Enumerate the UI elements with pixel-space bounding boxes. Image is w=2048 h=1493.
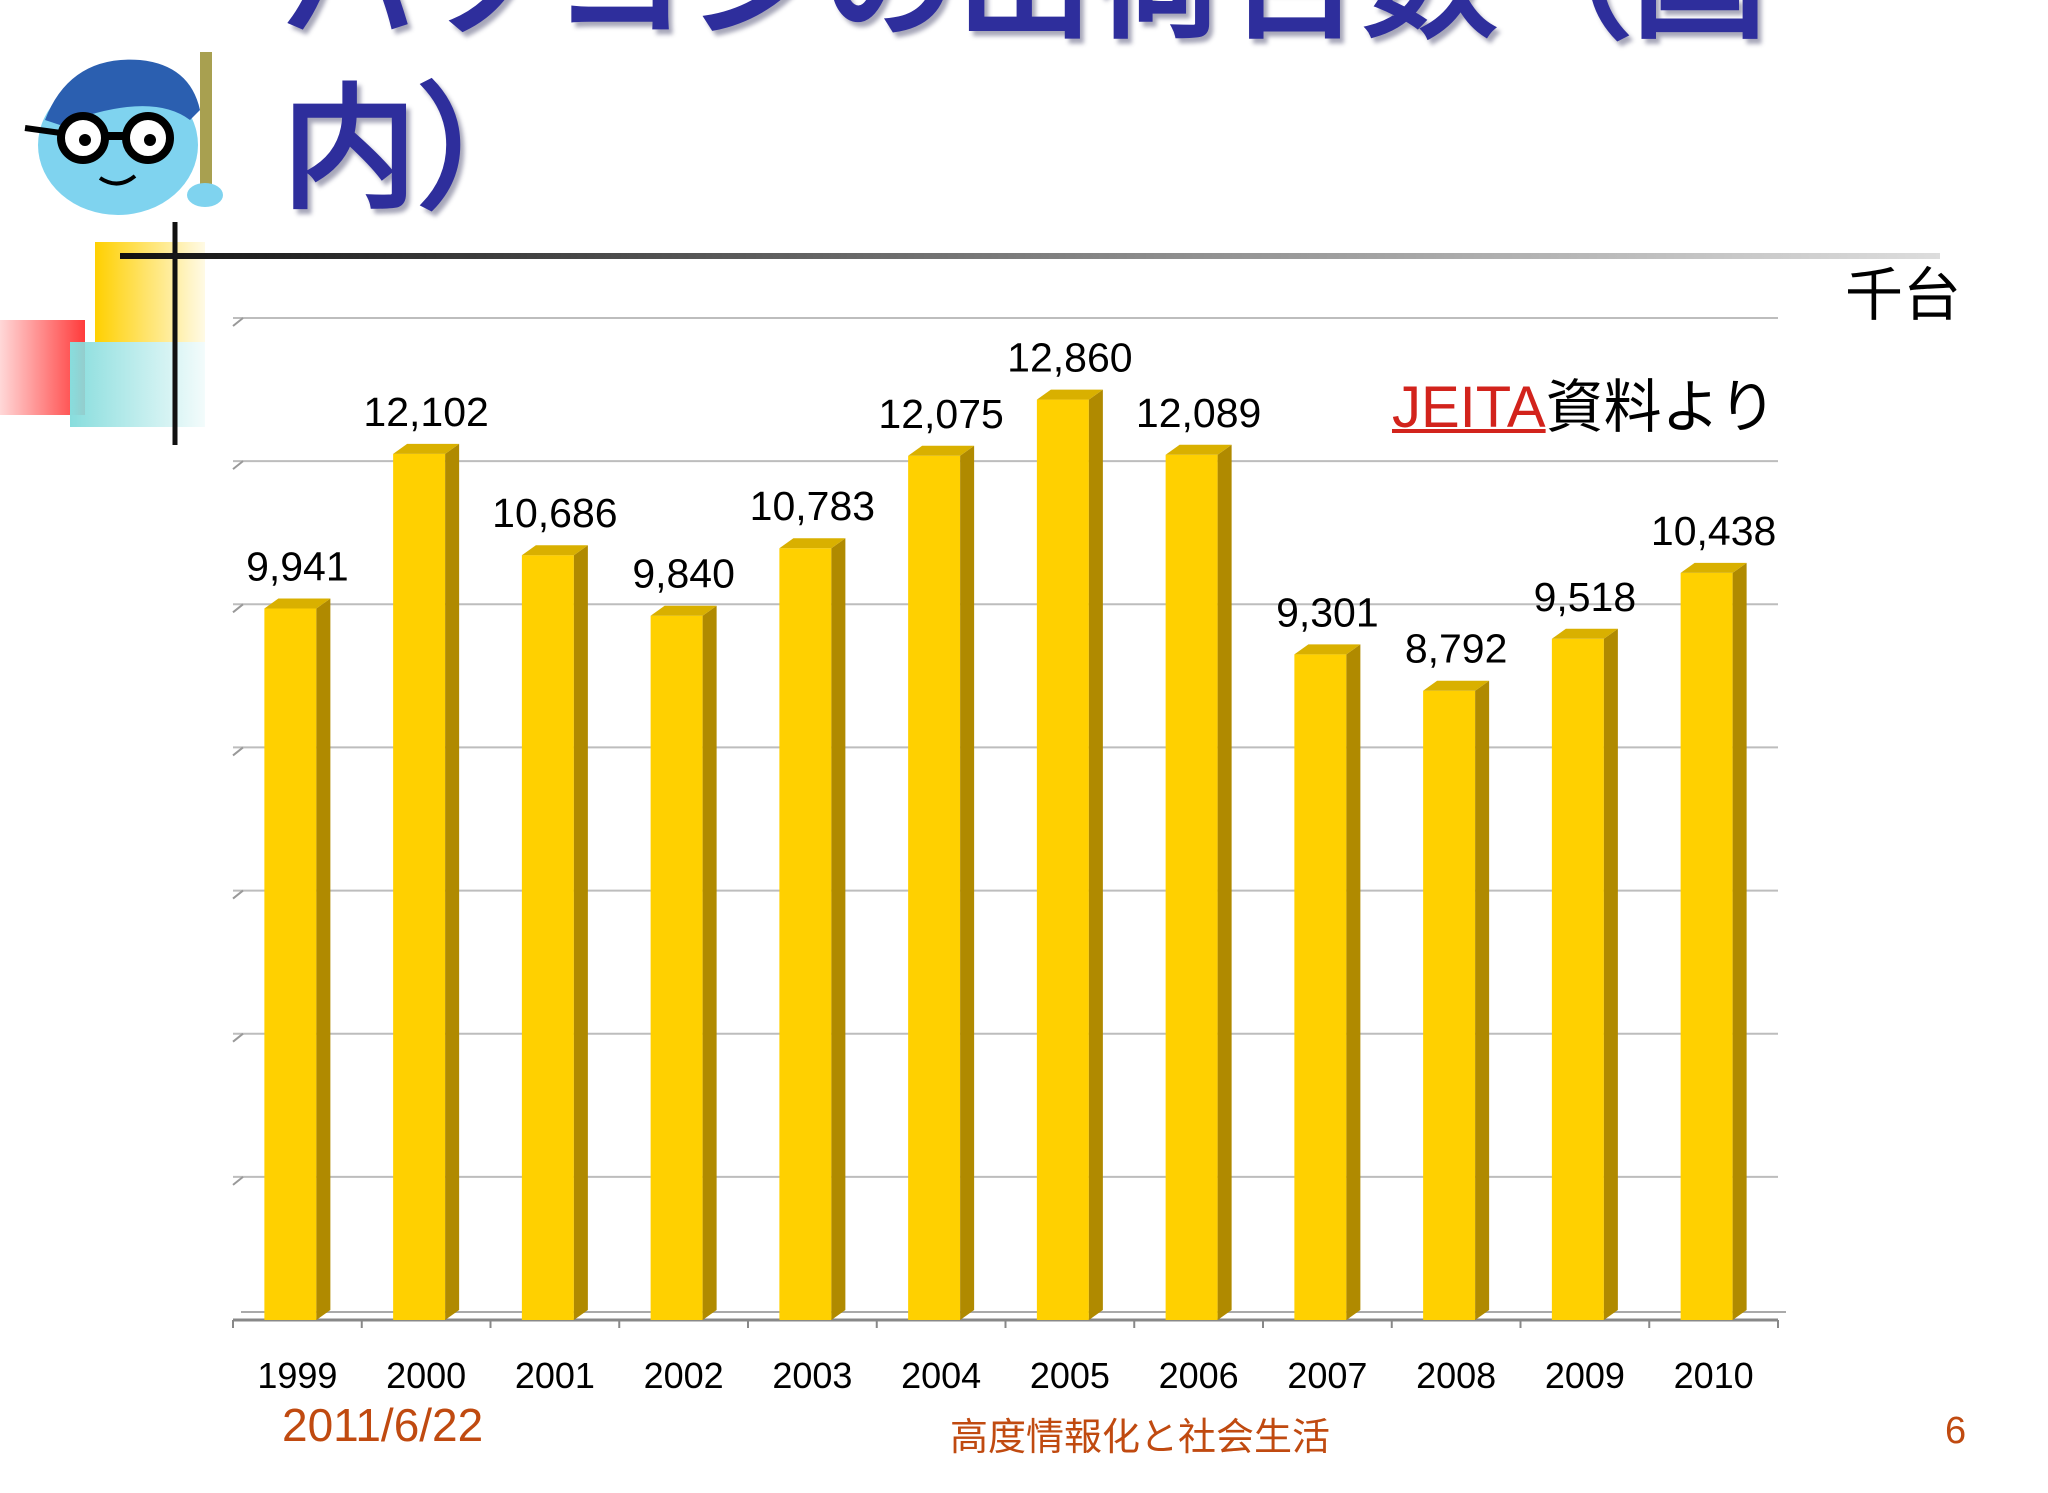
bar-top xyxy=(393,443,460,454)
gridlines xyxy=(232,317,1786,1328)
bar-front xyxy=(779,548,832,1320)
data-labels: 9,941 12,102 10,686 9,840 10,78312,07512,860… xyxy=(246,335,1776,672)
bar-front xyxy=(521,555,574,1320)
bar-side xyxy=(1603,628,1618,1320)
bar-front xyxy=(1036,399,1089,1320)
bar-top xyxy=(264,598,331,609)
bar-2002 xyxy=(650,605,717,1320)
data-label: 8,792 xyxy=(1405,626,1508,672)
bar-side xyxy=(831,538,846,1320)
title-underline xyxy=(120,253,1940,259)
x-tick-label: 2001 xyxy=(515,1355,595,1396)
slide-title-line-1: パソコンの出荷台数（国 xyxy=(282,0,1767,47)
data-label: 9,301 xyxy=(1276,589,1379,635)
data-label: 9,941 xyxy=(246,544,349,590)
bar-side xyxy=(316,598,331,1320)
bar-front xyxy=(264,608,317,1320)
bar-top xyxy=(1551,628,1618,639)
y-unit-label: 千台 xyxy=(1845,261,1962,329)
bar-top xyxy=(1036,389,1103,400)
bar-2005 xyxy=(1036,389,1103,1320)
x-tick-label: 2009 xyxy=(1545,1355,1625,1396)
x-tick-label: 2004 xyxy=(901,1355,981,1396)
bar-top xyxy=(908,445,975,456)
x-tick-label: 2010 xyxy=(1674,1355,1754,1396)
bar-top xyxy=(521,545,588,556)
x-tick-label: 2008 xyxy=(1416,1355,1496,1396)
bar-chart: 9,941 12,102 10,686 9,840 10,78312,07512,860… xyxy=(232,317,1786,1396)
source-suffix: 資料より xyxy=(1545,373,1777,441)
data-label: 10,686 xyxy=(492,490,617,536)
bar-front xyxy=(1680,572,1733,1320)
data-label: 9,518 xyxy=(1534,574,1637,620)
bar-2004 xyxy=(908,445,975,1320)
bar-2008 xyxy=(1423,680,1490,1320)
x-tick-label: 2003 xyxy=(772,1355,852,1396)
gridline-tick xyxy=(232,317,244,327)
footer-date: 2011/6/22 xyxy=(282,1399,484,1451)
bar-front xyxy=(1165,454,1218,1320)
bar-side xyxy=(573,545,588,1320)
mascot-icon xyxy=(24,52,223,215)
x-tick-label: 2002 xyxy=(644,1355,724,1396)
bar-2010 xyxy=(1680,562,1747,1320)
bar-front xyxy=(908,455,961,1320)
slide-title-line-2: 内） xyxy=(282,71,552,228)
bar-side xyxy=(1346,644,1361,1320)
bar-2007 xyxy=(1294,644,1361,1320)
source-note: JEITA資料より xyxy=(1392,360,1776,444)
data-label: 12,089 xyxy=(1136,390,1261,436)
bar-side xyxy=(1475,680,1490,1320)
gridline-tick xyxy=(232,603,244,614)
bar-front xyxy=(393,453,446,1321)
bar-front xyxy=(650,615,703,1320)
bar-top xyxy=(1165,444,1232,455)
bar-side xyxy=(1217,444,1232,1320)
data-label: 12,075 xyxy=(878,391,1003,437)
gridline-tick xyxy=(232,460,244,470)
bar-front xyxy=(1551,638,1604,1320)
x-axis-tick-labels: 1999 2000 2001 2002 2003 2004 2005 2006 2007 2008… xyxy=(257,1355,1753,1396)
bar-side xyxy=(1732,562,1747,1320)
x-tick-label: 2007 xyxy=(1287,1355,1367,1396)
x-tick-label: 2006 xyxy=(1159,1355,1239,1396)
bar-side xyxy=(702,605,717,1320)
page-number: 6 xyxy=(1945,1410,1967,1452)
bar-top xyxy=(1423,680,1490,691)
bar-side xyxy=(1088,389,1103,1320)
bar-top xyxy=(1680,562,1747,573)
bar-1999 xyxy=(264,598,331,1320)
data-label: 9,840 xyxy=(632,551,735,597)
source-org: JEITA xyxy=(1392,375,1546,440)
data-label: 10,783 xyxy=(750,483,875,529)
x-tick-label: 1999 xyxy=(257,1355,337,1396)
bar-top xyxy=(1294,644,1361,655)
bar-top xyxy=(650,605,717,616)
gridline-tick xyxy=(232,1176,244,1186)
x-tick-label: 2000 xyxy=(386,1355,466,1396)
bar-front xyxy=(1294,654,1347,1320)
data-label: 12,102 xyxy=(363,389,488,435)
data-label: 10,438 xyxy=(1651,508,1776,554)
bar-top xyxy=(779,538,846,549)
gridline-tick xyxy=(232,889,244,900)
bar-side xyxy=(960,445,975,1320)
bar-2000 xyxy=(393,443,460,1321)
footer-course-title: 高度情報化と社会生活 xyxy=(950,1415,1331,1459)
bar-2006 xyxy=(1165,444,1232,1320)
gridline-tick xyxy=(232,1032,244,1043)
data-label: 12,860 xyxy=(1007,335,1132,381)
bar-side xyxy=(445,443,460,1321)
x-tick-label: 2005 xyxy=(1030,1355,1110,1396)
bar-2003 xyxy=(779,538,846,1320)
bar-front xyxy=(1423,690,1476,1320)
bar-series xyxy=(264,389,1747,1321)
gridline-tick xyxy=(232,746,244,757)
bar-2001 xyxy=(521,545,588,1320)
bar-2009 xyxy=(1551,628,1618,1320)
